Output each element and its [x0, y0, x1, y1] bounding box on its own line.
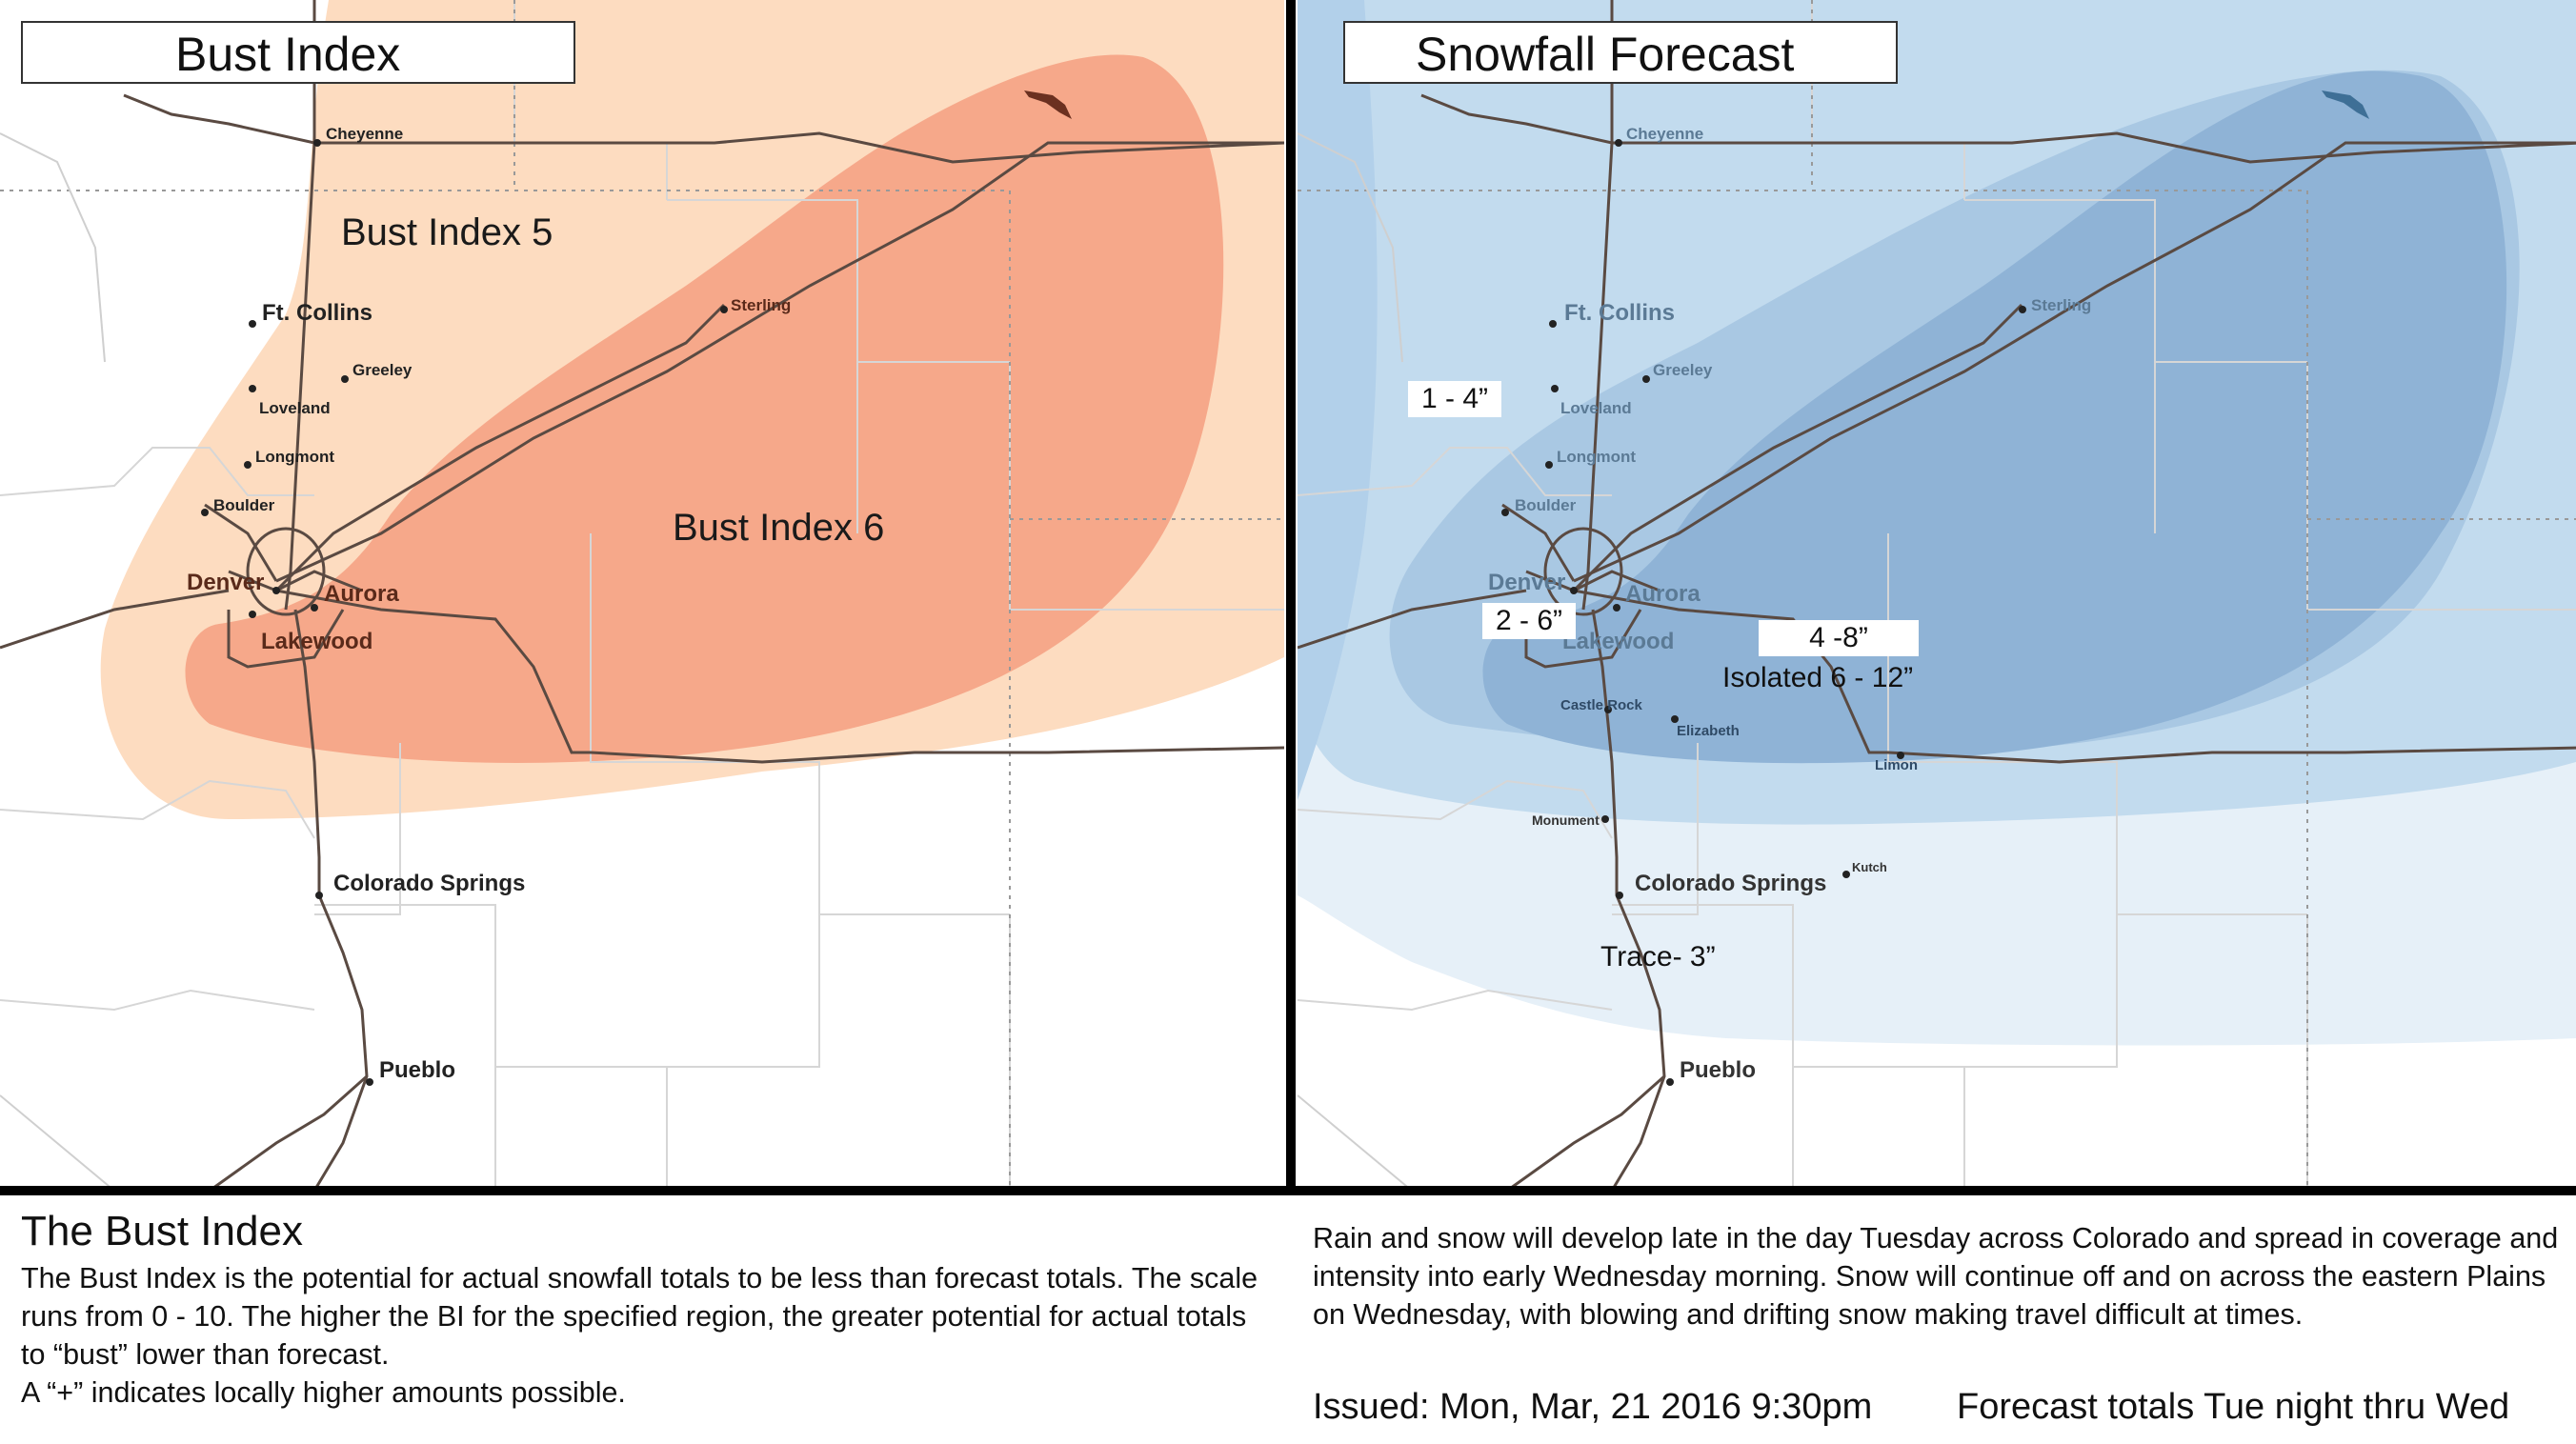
snowfall-map [1298, 0, 2576, 1191]
forecast-discussion: Rain and snow will develop late in the d… [1313, 1219, 2561, 1334]
issued-timestamp: Issued: Mon, Mar, 21 2016 9:30pm [1313, 1387, 1873, 1427]
city-ft-collins-right: Ft. Collins [1564, 300, 1675, 326]
forecast-paragraph: Rain and snow will develop late in the d… [1313, 1222, 2559, 1331]
bust-index-title: Bust Index [21, 21, 575, 84]
city-boulder-left: Boulder [213, 496, 275, 514]
city-limon: Limon [1875, 757, 1918, 773]
city-castle-rock: Castle Rock [1560, 697, 1643, 713]
city-pueblo-left: Pueblo [379, 1057, 455, 1083]
amount-label-1-4: 1 - 4” [1408, 381, 1502, 417]
city-pueblo-right: Pueblo [1680, 1057, 1756, 1083]
city-loveland-left: Loveland [259, 399, 331, 417]
city-lakewood-left: Lakewood [261, 629, 372, 654]
city-boulder-right: Boulder [1515, 496, 1577, 514]
city-loveland-right: Loveland [1560, 399, 1632, 417]
amount-label-2-6: 2 - 6” [1482, 603, 1577, 639]
city-greeley-right: Greeley [1653, 361, 1713, 379]
city-cheyenne-left: Cheyenne [326, 125, 403, 143]
city-denver-left: Denver [187, 570, 264, 595]
panel-divider [1286, 0, 1296, 1191]
bust-index-explainer: The Bust Index The Bust Index is the pot… [21, 1208, 1259, 1412]
bust-index-paragraph: The Bust Index is the potential for actu… [21, 1262, 1258, 1371]
map-panels: Cheyenne Ft. Collins Greeley Loveland Lo… [0, 0, 2576, 1195]
snowfall-forecast-title: Snowfall Forecast [1343, 21, 1898, 84]
city-denver-right: Denver [1488, 570, 1565, 595]
city-sterling-left: Sterling [731, 296, 791, 314]
forecast-period: Forecast totals Tue night thru Wed [1957, 1387, 2510, 1427]
city-greeley-left: Greeley [352, 361, 413, 379]
amount-label-isolated-6-12: Isolated 6 - 12” [1722, 662, 1914, 693]
city-aurora-right: Aurora [1625, 581, 1701, 607]
snow-area-west-edge [1298, 0, 1378, 800]
bust-index-6-label: Bust Index 6 [673, 507, 885, 549]
city-ft-collins-left: Ft. Collins [262, 300, 372, 326]
city-sterling-right: Sterling [2031, 296, 2091, 314]
bust-index-heading: The Bust Index [21, 1208, 303, 1254]
city-colorado-springs-right: Colorado Springs [1635, 871, 1826, 896]
snow-area-4-8 [1482, 70, 2507, 764]
city-colorado-springs-left: Colorado Springs [333, 871, 525, 896]
bust-index-6-area [185, 54, 1224, 763]
bust-index-note: A “+” indicates locally higher amounts p… [21, 1376, 626, 1409]
city-elizabeth: Elizabeth [1677, 723, 1740, 739]
city-kutch: Kutch [1852, 860, 1887, 874]
city-cheyenne-right: Cheyenne [1626, 125, 1703, 143]
map-bottom-border [0, 1186, 2576, 1195]
city-longmont-right: Longmont [1557, 448, 1636, 466]
city-monument: Monument [1532, 812, 1600, 828]
city-aurora-left: Aurora [324, 581, 399, 607]
amount-label-4-8: 4 -8” [1759, 620, 1919, 656]
bust-index-5-label: Bust Index 5 [341, 211, 553, 253]
city-longmont-left: Longmont [255, 448, 334, 466]
city-lakewood-right: Lakewood [1562, 629, 1674, 654]
amount-label-trace-3: Trace- 3” [1600, 941, 1716, 973]
